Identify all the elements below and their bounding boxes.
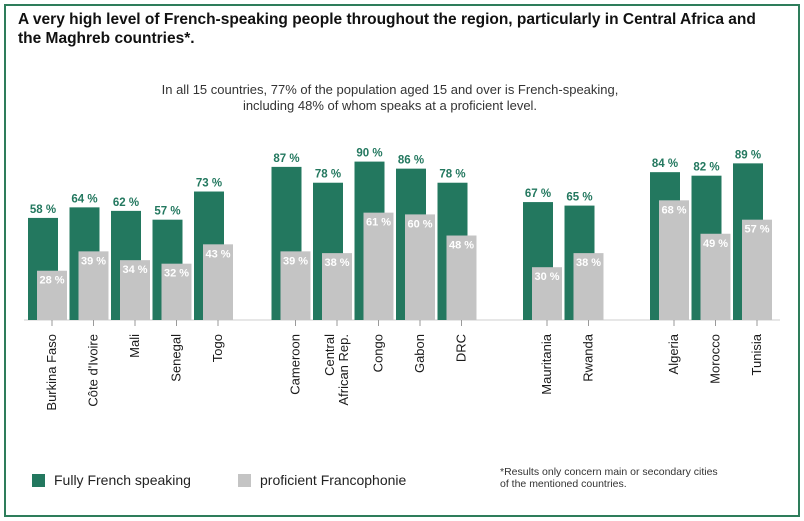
bar-proficient-1 [78, 251, 109, 320]
subtitle-line-1: In all 15 countries, 77% of the populati… [161, 82, 619, 97]
label-proficient-4: 43 % [205, 248, 230, 260]
chart-subtitle: In all 15 countries, 77% of the populati… [60, 82, 720, 114]
footnote-line-2: of the mentioned countries. [500, 478, 627, 490]
label-fully-12: 84 % [652, 158, 678, 170]
label-proficient-12: 68 % [661, 204, 686, 216]
x-tick-label-5: Cameroon [288, 334, 303, 395]
bar-proficient-9 [446, 235, 477, 320]
footnote-line-1: *Results only concern main or secondary … [500, 466, 718, 478]
bar-proficient-2 [120, 260, 150, 320]
chart-title: A very high level of French-speaking peo… [18, 11, 756, 47]
x-tick-label-9: DRC [454, 334, 469, 362]
bar-proficient-14 [742, 219, 772, 320]
x-tick-label-2: Mali [127, 334, 142, 358]
label-fully-3: 57 % [154, 206, 180, 218]
x-tick-label-1: Côte d'Ivoire [86, 334, 101, 407]
label-fully-11: 65 % [566, 192, 592, 204]
label-proficient-5: 39 % [283, 255, 308, 267]
legend-label-fully: Fully French speaking [54, 472, 191, 488]
footnote: *Results only concern main or secondary … [500, 466, 780, 490]
legend-label-proficient: proficient Francophonie [260, 472, 407, 488]
label-proficient-11: 38 % [576, 257, 601, 269]
chart-frame [4, 4, 800, 517]
label-proficient-6: 38 % [324, 257, 349, 269]
label-fully-1: 64 % [71, 193, 97, 205]
label-proficient-14: 57 % [744, 224, 769, 236]
label-fully-14: 89 % [735, 149, 761, 161]
label-proficient-0: 28 % [39, 275, 64, 287]
label-fully-6: 78 % [315, 169, 341, 181]
label-fully-9: 78 % [439, 169, 465, 181]
label-proficient-1: 39 % [81, 255, 106, 267]
label-proficient-3: 32 % [164, 268, 189, 280]
bar-proficient-5 [280, 251, 311, 320]
label-proficient-10: 30 % [534, 271, 559, 283]
label-proficient-13: 49 % [703, 238, 728, 250]
label-fully-10: 67 % [525, 188, 551, 200]
bar-proficient-3 [161, 263, 192, 320]
subtitle-line-2: including 48% of whom speaks at a profic… [242, 98, 538, 113]
bar-proficient-0 [37, 270, 67, 320]
label-proficient-8: 60 % [407, 218, 432, 230]
x-tick-label-8: Gabon [412, 334, 427, 373]
x-tick-label-4: Togo [210, 334, 225, 362]
bar-proficient-13 [700, 233, 731, 320]
x-tick-label-6-0: Central [322, 334, 337, 376]
bar-proficient-12 [659, 200, 689, 320]
x-tick-label-3: Senegal [169, 334, 184, 382]
label-fully-5: 87 % [273, 153, 299, 165]
bar-proficient-10 [532, 267, 562, 320]
label-proficient-2: 34 % [122, 264, 147, 276]
x-tick-label-10: Mauritania [539, 333, 554, 394]
x-tick-label-0: Burkina Faso [44, 334, 59, 411]
bar-proficient-4 [203, 244, 233, 320]
legend-swatch-proficient [238, 474, 251, 487]
label-proficient-7: 61 % [366, 217, 391, 229]
x-tick-label-12: Algeria [666, 333, 681, 374]
label-fully-0: 58 % [30, 204, 56, 216]
x-tick-label-7: Congo [371, 334, 386, 372]
bar-proficient-6 [322, 253, 352, 320]
label-fully-8: 86 % [398, 155, 424, 167]
label-fully-7: 90 % [356, 148, 382, 160]
label-fully-2: 62 % [113, 197, 139, 209]
x-tick-label-6-1: African Rep. [336, 334, 351, 406]
x-tick-label-14: Tunisia [749, 333, 764, 375]
label-proficient-9: 48 % [449, 240, 474, 252]
bar-proficient-8 [405, 214, 435, 320]
label-fully-13: 82 % [693, 162, 719, 174]
bar-proficient-11 [573, 253, 604, 320]
legend-swatch-fully [32, 474, 45, 487]
x-tick-label-13: Morocco [708, 334, 723, 384]
bar-proficient-7 [363, 212, 394, 320]
label-fully-4: 73 % [196, 178, 222, 190]
x-tick-label-11: Rwanda [581, 333, 596, 381]
